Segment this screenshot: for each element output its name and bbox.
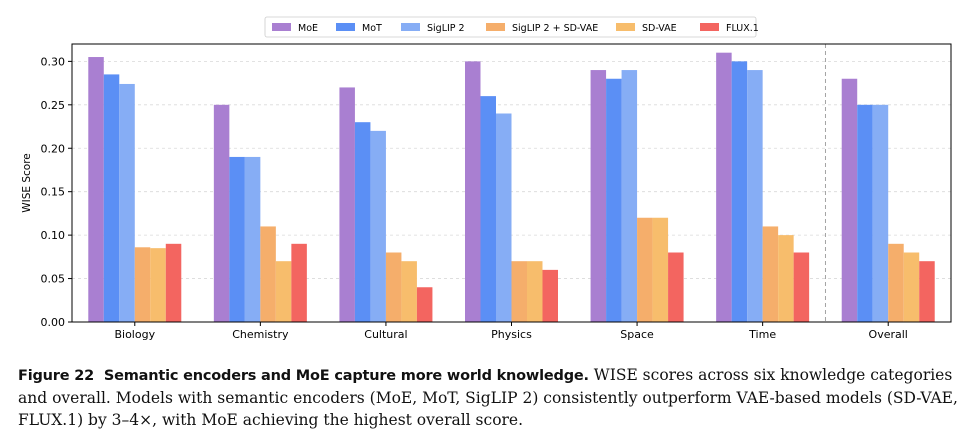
bar-sd-vae-biology xyxy=(150,248,166,322)
bar-moe-biology xyxy=(88,57,104,322)
bar-siglip-2-space xyxy=(621,70,638,322)
wise-bar-chart: 0.00 0.05 0.10 0.15 0.20 0.25 0.30 Biology Chem… xyxy=(21,16,952,341)
bar-flux-1-space xyxy=(668,252,684,322)
legend-label: MoE xyxy=(298,23,318,34)
bar-moe-chemistry xyxy=(213,104,230,322)
bar-siglip-2-sd-vae-physics xyxy=(511,261,527,322)
x-tick-label: Chemistry xyxy=(232,328,289,341)
y-tick-label: 0.00 xyxy=(41,316,66,329)
bar-mot-cultural xyxy=(354,122,371,322)
bar-moe-space xyxy=(590,70,607,322)
bar-mot-overall xyxy=(857,104,873,322)
x-tick-label: Physics xyxy=(491,328,532,341)
y-axis-label: WISE Score xyxy=(21,153,33,213)
bar-mot-time xyxy=(731,61,748,322)
bar-siglip-2-sd-vae-cultural xyxy=(385,252,402,322)
bar-mot-space xyxy=(606,78,622,322)
legend: MoE MoT SigLIP 2 SigLIP 2 + SD-VAE SD-VAE FLU… xyxy=(264,16,759,38)
legend-label: FLUX.1 xyxy=(726,23,759,34)
x-axis-ticks: Biology Chemistry Cultural Physics Space Time… xyxy=(114,322,908,341)
bar-siglip-2-physics xyxy=(496,113,512,322)
figure-caption: Figure 22 Semantic encoders and MoE capt… xyxy=(18,364,963,431)
y-tick-label: 0.30 xyxy=(41,55,66,68)
legend-label: SigLIP 2 + SD-VAE xyxy=(512,23,598,34)
y-tick-label: 0.15 xyxy=(41,186,66,199)
bar-siglip-2-sd-vae-space xyxy=(637,217,653,322)
bar-siglip-2-biology xyxy=(119,83,135,323)
bar-siglip-2-cultural xyxy=(370,130,386,322)
bar-flux-1-cultural xyxy=(416,287,433,322)
x-tick-label: Space xyxy=(620,328,654,341)
bar-moe-cultural xyxy=(339,87,355,322)
legend-swatch xyxy=(486,23,505,31)
bar-siglip-2-sd-vae-time xyxy=(762,226,779,322)
legend-swatch xyxy=(616,23,635,31)
bar-mot-physics xyxy=(480,96,496,322)
bar-moe-overall xyxy=(841,78,858,322)
legend-label: SigLIP 2 xyxy=(427,23,465,34)
bar-sd-vae-cultural xyxy=(401,261,417,322)
y-tick-label: 0.20 xyxy=(41,142,66,155)
bar-siglip-2-sd-vae-chemistry xyxy=(260,226,276,322)
bar-siglip-2-time xyxy=(747,70,763,322)
bar-flux-1-biology xyxy=(165,243,182,322)
x-tick-label: Time xyxy=(748,328,776,341)
bar-sd-vae-overall xyxy=(903,252,920,322)
bar-flux-1-chemistry xyxy=(291,243,307,322)
legend-swatch xyxy=(401,23,420,31)
y-tick-label: 0.25 xyxy=(41,99,66,112)
bar-moe-physics xyxy=(465,61,481,322)
legend-box xyxy=(264,16,757,38)
legend-swatch xyxy=(700,23,719,31)
bar-flux-1-time xyxy=(793,252,810,322)
x-tick-label: Overall xyxy=(869,328,908,341)
bar-mot-chemistry xyxy=(229,156,245,322)
figure-label: Figure 22 xyxy=(18,368,94,384)
y-axis-ticks: 0.00 0.05 0.10 0.15 0.20 0.25 0.30 xyxy=(41,55,72,329)
bar-flux-1-physics xyxy=(542,269,558,322)
x-tick-label: Biology xyxy=(114,328,155,341)
bar-sd-vae-chemistry xyxy=(275,261,292,322)
y-tick-label: 0.10 xyxy=(41,229,66,242)
legend-swatch xyxy=(336,23,355,31)
x-tick-label: Cultural xyxy=(364,328,407,341)
bar-mot-biology xyxy=(103,74,120,322)
bar-siglip-2-sd-vae-overall xyxy=(888,243,904,322)
legend-label: SD-VAE xyxy=(642,23,677,34)
bar-sd-vae-space xyxy=(652,217,669,322)
bars xyxy=(88,52,935,323)
figure-title: Semantic encoders and MoE capture more w… xyxy=(103,368,589,384)
y-tick-label: 0.05 xyxy=(41,273,66,286)
bar-moe-time xyxy=(716,52,732,322)
bar-siglip-2-overall xyxy=(872,104,889,322)
bar-siglip-2-chemistry xyxy=(244,156,261,322)
bar-siglip-2-sd-vae-biology xyxy=(134,247,151,322)
bar-flux-1-overall xyxy=(919,261,935,322)
legend-swatch xyxy=(272,23,291,31)
figure-caption-text: WISE scores across six knowledge categor… xyxy=(18,366,958,429)
bar-sd-vae-physics xyxy=(527,261,543,322)
bar-sd-vae-time xyxy=(778,235,794,322)
legend-label: MoT xyxy=(362,23,382,34)
